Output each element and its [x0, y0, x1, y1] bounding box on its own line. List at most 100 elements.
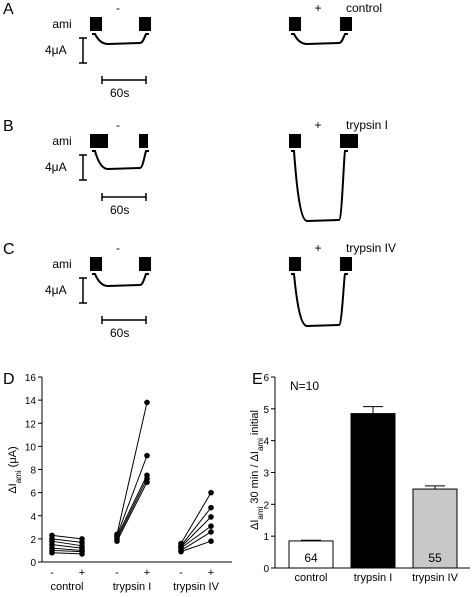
current-trace-plus	[291, 33, 348, 46]
sign-plus: +	[314, 1, 321, 15]
pair-line	[180, 516, 212, 548]
pair-line	[116, 478, 148, 540]
data-point-plus	[208, 538, 214, 544]
data-point-minus	[49, 549, 55, 556]
current-trace-plus	[291, 273, 348, 328]
x-group-label: control	[50, 581, 83, 593]
ami-label: ami	[52, 134, 71, 148]
ami-marker-on-left	[90, 134, 108, 148]
ami-marker-on-left	[90, 257, 102, 271]
pair-line	[180, 525, 212, 549]
pair-line	[116, 402, 148, 535]
bar	[350, 413, 396, 569]
y-tick-label: 1	[263, 532, 269, 543]
x-category-label: trypsin IV	[412, 572, 459, 584]
y-tick-label: 16	[25, 373, 37, 384]
data-point-plus	[144, 452, 150, 459]
pair-sign-plus: +	[208, 567, 214, 579]
ami-marker-off-left	[139, 257, 151, 271]
y-tick-label: 14	[25, 396, 37, 407]
data-point-plus	[208, 489, 214, 496]
y-tick-label: 3	[263, 469, 269, 480]
sign-minus: -	[116, 1, 120, 15]
y-tick-label: 0	[263, 564, 269, 575]
y-tick-label: 0	[30, 558, 36, 569]
scale-bar-time	[101, 316, 147, 324]
current-trace-minus	[92, 150, 149, 171]
panel-letter-B: B	[3, 118, 14, 135]
data-point-plus	[144, 399, 150, 406]
condition-label: trypsin I	[346, 118, 388, 132]
data-point-plus	[144, 479, 150, 486]
panel-letter-C: C	[3, 241, 15, 258]
sign-plus: +	[314, 118, 321, 132]
pair-line	[116, 455, 148, 536]
pair-line	[51, 544, 83, 549]
current-trace-plus	[291, 150, 348, 223]
data-point-plus	[208, 504, 214, 511]
y-tick-label: 6	[263, 373, 269, 384]
y-tick-label: 12	[25, 419, 37, 430]
x-group-label: trypsin IV	[173, 581, 220, 593]
ami-label: ami	[52, 17, 71, 31]
sign-minus: -	[116, 118, 120, 132]
ami-marker-on-left	[90, 17, 102, 31]
pair-sign-minus: -	[50, 567, 54, 579]
data-point-minus	[114, 538, 120, 544]
panel-letter-A: A	[3, 1, 14, 18]
pair-line	[116, 481, 148, 542]
pair-sign-minus: -	[179, 567, 183, 579]
scale-current-label: 4μA	[45, 160, 67, 174]
ami-marker-off-left	[139, 134, 148, 148]
bar-count-label: 64	[304, 551, 318, 565]
ami-marker-off-right	[340, 134, 358, 148]
y-tick-label: 4	[263, 437, 269, 448]
condition-label: trypsin IV	[346, 241, 396, 255]
pair-line	[51, 552, 83, 555]
scale-bar-current	[79, 154, 87, 181]
sign-plus: +	[314, 241, 321, 255]
condition-label: control	[346, 1, 382, 15]
y-tick-label: 8	[30, 466, 36, 477]
y-tick-label: 2	[30, 535, 36, 546]
data-point-plus	[208, 523, 214, 529]
current-trace-minus	[92, 273, 149, 288]
pair-line	[180, 507, 212, 547]
y-tick-label: 4	[30, 512, 36, 523]
data-point-plus	[208, 514, 214, 520]
bar-count-label: 55	[428, 551, 442, 565]
bar	[288, 540, 334, 569]
pair-line	[51, 549, 83, 553]
ami-marker-off-right	[340, 257, 352, 271]
x-category-label: control	[294, 572, 327, 584]
scale-bar-current	[79, 37, 87, 64]
ami-marker-on-right	[289, 134, 301, 148]
n-annotation: N=10	[290, 379, 319, 393]
y-tick-label: 5	[263, 405, 269, 416]
scale-bar-current	[79, 277, 87, 304]
y-axis-label: ΔIami (μA)	[7, 446, 23, 493]
y-tick-label: 2	[263, 500, 269, 511]
data-point-plus	[79, 551, 85, 557]
data-point-plus	[208, 529, 214, 535]
scale-time-label: 60s	[110, 86, 129, 100]
pair-line	[180, 531, 212, 551]
scale-time-label: 60s	[110, 326, 129, 340]
current-trace-minus	[92, 33, 149, 46]
ami-marker-off-left	[139, 17, 151, 31]
y-tick-label: 10	[25, 442, 37, 453]
panel-letter-D: D	[3, 371, 15, 388]
bar	[412, 488, 458, 569]
ami-marker-on-right	[289, 17, 301, 31]
pair-line	[51, 538, 83, 543]
x-category-label: trypsin I	[354, 572, 393, 584]
pair-line	[51, 547, 83, 551]
scale-current-label: 4μA	[45, 43, 67, 57]
pair-sign-plus: +	[144, 567, 150, 579]
pair-line	[180, 540, 212, 553]
pair-line	[180, 492, 212, 544]
pair-sign-plus: +	[79, 567, 85, 579]
scale-time-label: 60s	[110, 203, 129, 217]
